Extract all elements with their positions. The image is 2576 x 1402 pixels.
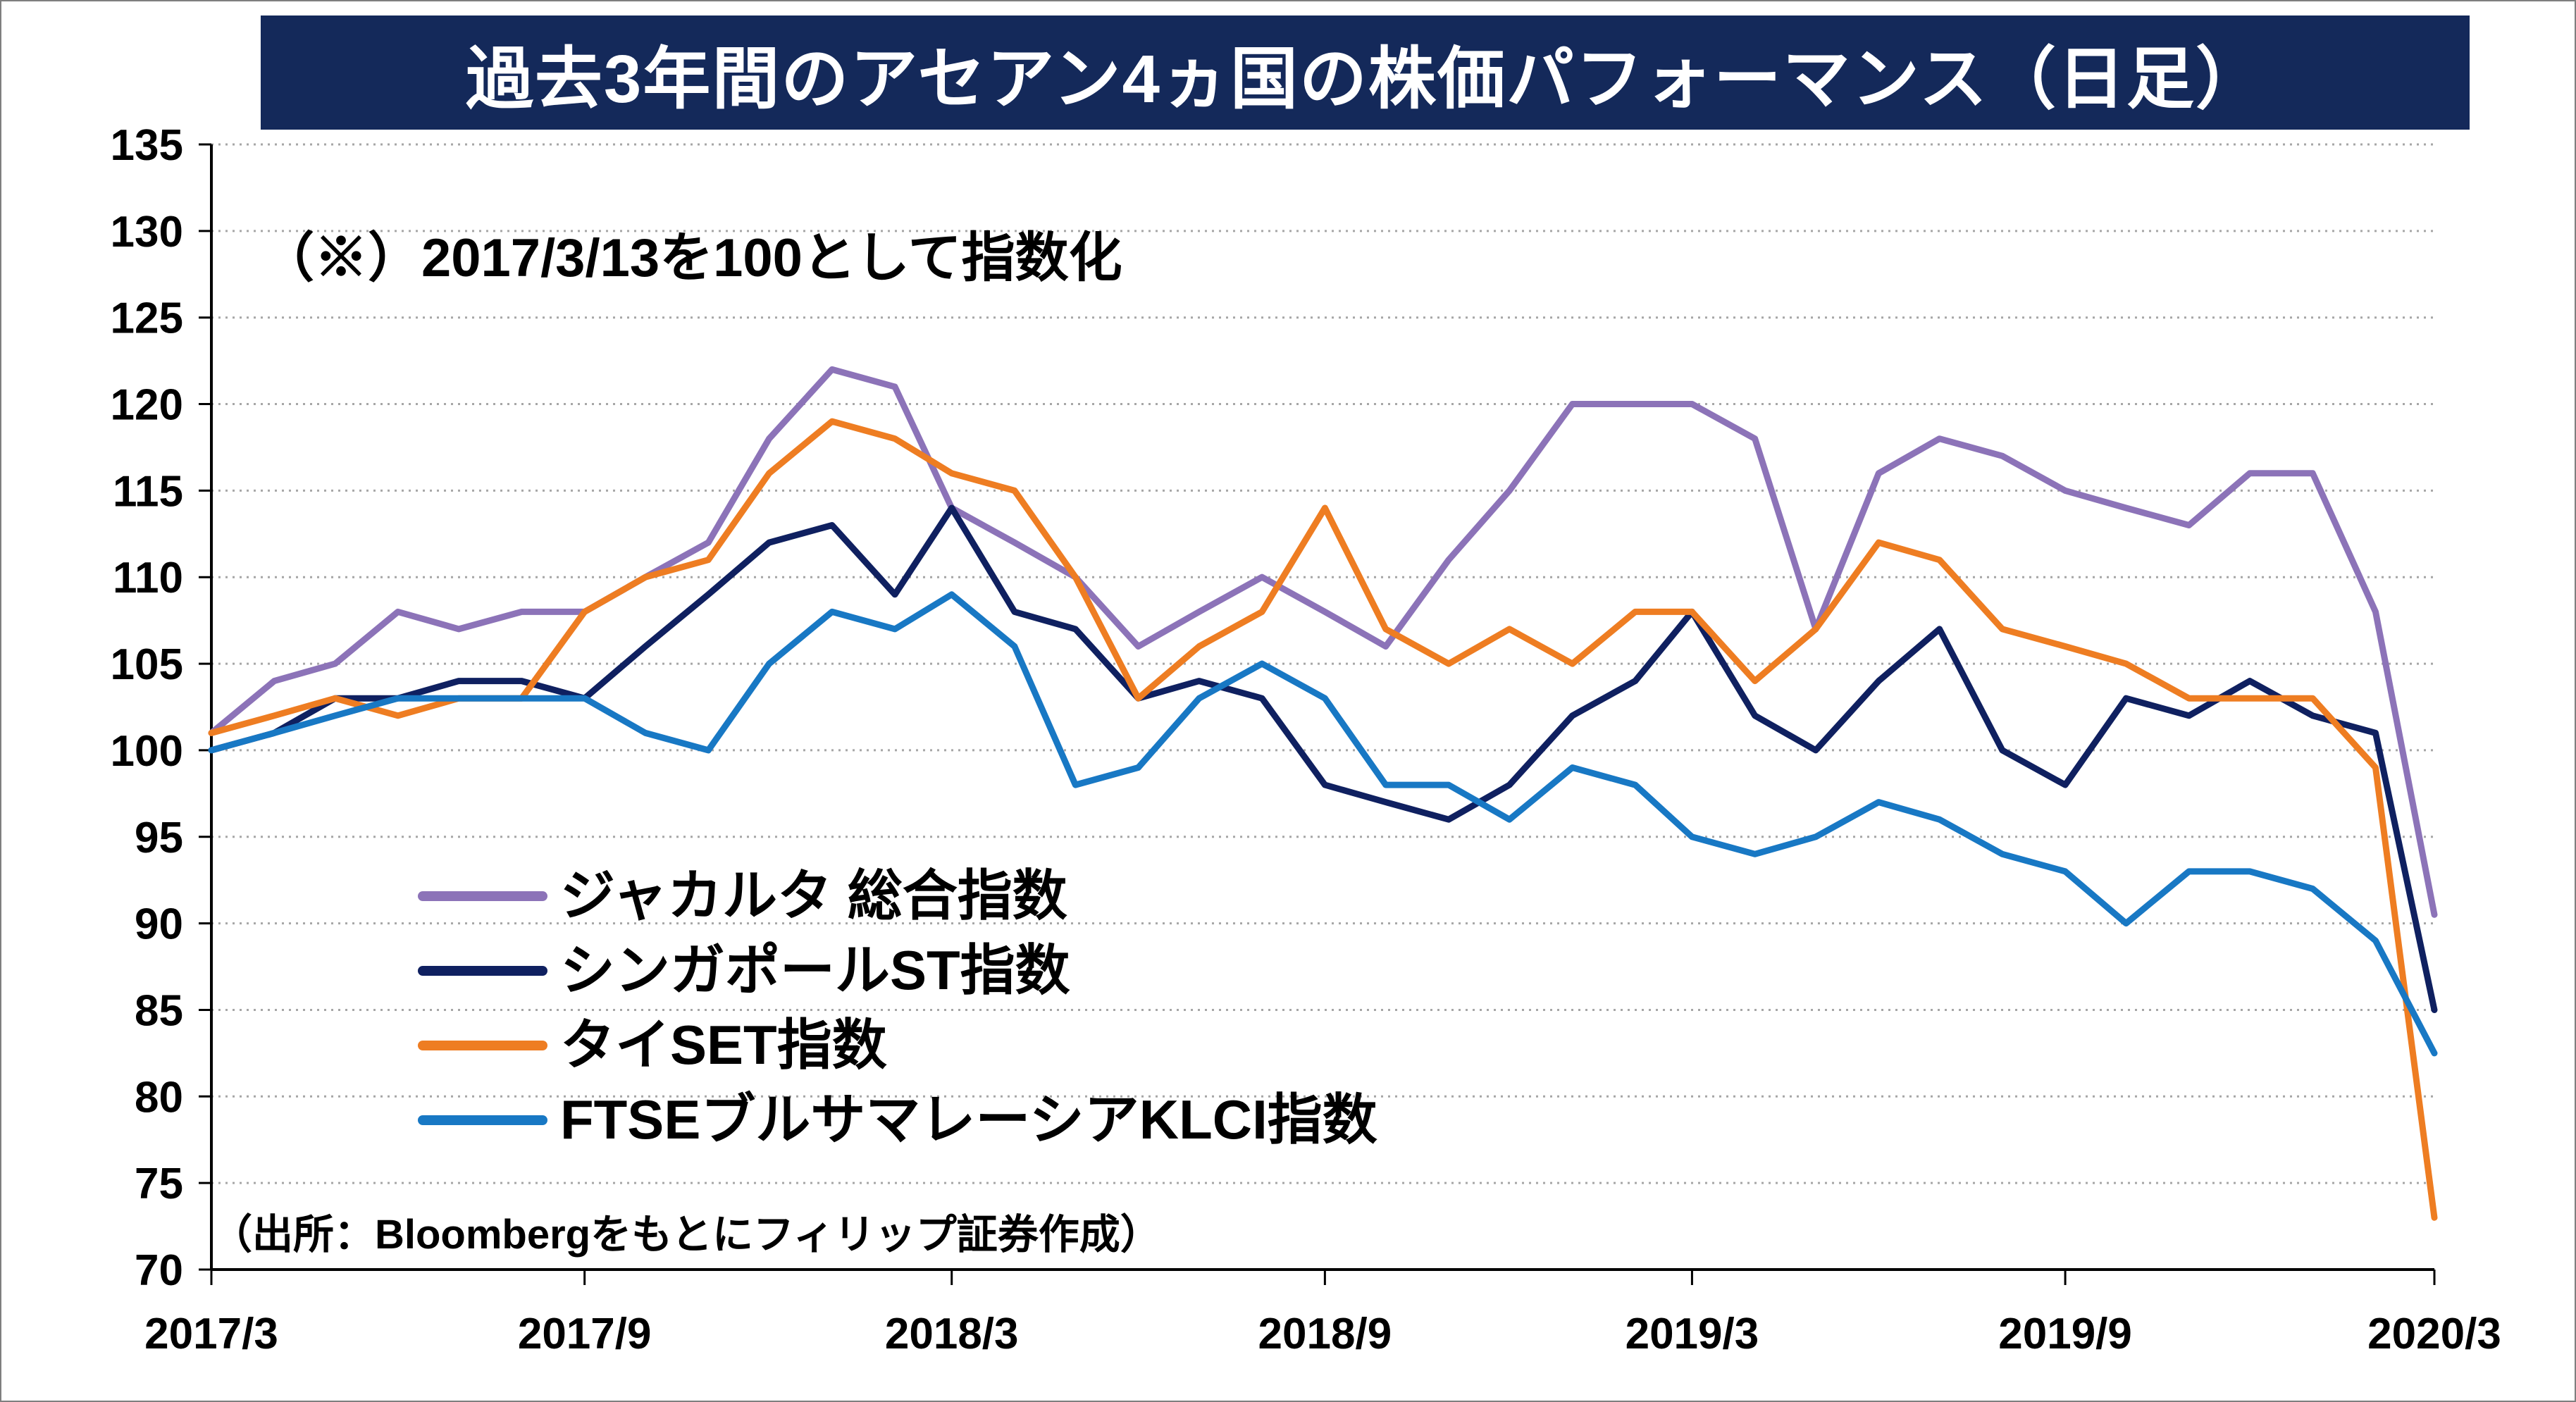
y-tick-label: 125 xyxy=(111,294,183,343)
y-tick-label: 120 xyxy=(111,381,183,430)
series-lines xyxy=(208,366,2438,1221)
chart-title: 過去3年間のアセアン4ヵ国の株価パフォーマンス（日足） xyxy=(465,41,2265,117)
legend-label: シンガポールST指数 xyxy=(560,939,1070,1001)
axes xyxy=(199,143,2436,1285)
x-axis-ticks: 2017/3 2017/9 2018/3 2018/9 2019/3 2019/9 2020… xyxy=(144,1310,2501,1358)
y-tick-label: 85 xyxy=(135,986,183,1035)
y-tick-label: 130 xyxy=(111,208,183,256)
legend-label: ジャカルタ 総合指数 xyxy=(560,864,1067,926)
y-tick-label: 95 xyxy=(135,814,183,862)
y-tick-label: 80 xyxy=(135,1073,183,1122)
chart-source: （出所：Bloombergをもとにフィリップ証券作成） xyxy=(211,1212,1161,1258)
y-tick-label: 100 xyxy=(111,727,183,776)
y-tick-label: 115 xyxy=(113,467,183,516)
x-tick-label: 2019/3 xyxy=(1626,1310,1759,1358)
legend-label: タイSET指数 xyxy=(560,1014,887,1076)
y-tick-label: 75 xyxy=(135,1160,183,1208)
y-tick-label: 135 xyxy=(111,121,183,170)
y-tick-label: 90 xyxy=(135,900,183,949)
series-line-2 xyxy=(208,504,2438,1013)
series-line-3 xyxy=(208,418,2438,1221)
legend-label: FTSEブルサマレーシアKLCI指数 xyxy=(560,1088,1377,1150)
chart-title-banner: 過去3年間のアセアン4ヵ国の株価パフォーマンス（日足） xyxy=(261,15,2470,130)
x-tick-label: 2017/9 xyxy=(518,1310,652,1358)
y-tick-label: 105 xyxy=(111,640,183,689)
x-tick-label: 2019/9 xyxy=(1998,1310,2132,1358)
y-tick-label: 70 xyxy=(135,1246,183,1295)
series-line-4 xyxy=(208,591,2438,1057)
chart-note: （※）2017/3/13を100として指数化 xyxy=(261,228,1122,288)
y-tick-label: 110 xyxy=(113,554,183,602)
x-tick-label: 2018/3 xyxy=(885,1310,1019,1358)
y-axis-ticks: 70 75 80 85 90 95 100 105 110 115 120 125 130 135 xyxy=(111,121,183,1295)
x-tick-label: 2017/3 xyxy=(144,1310,278,1358)
series-line-1 xyxy=(208,366,2438,918)
x-tick-label: 2018/9 xyxy=(1258,1310,1392,1358)
x-tick-label: 2020/3 xyxy=(2367,1310,2501,1358)
